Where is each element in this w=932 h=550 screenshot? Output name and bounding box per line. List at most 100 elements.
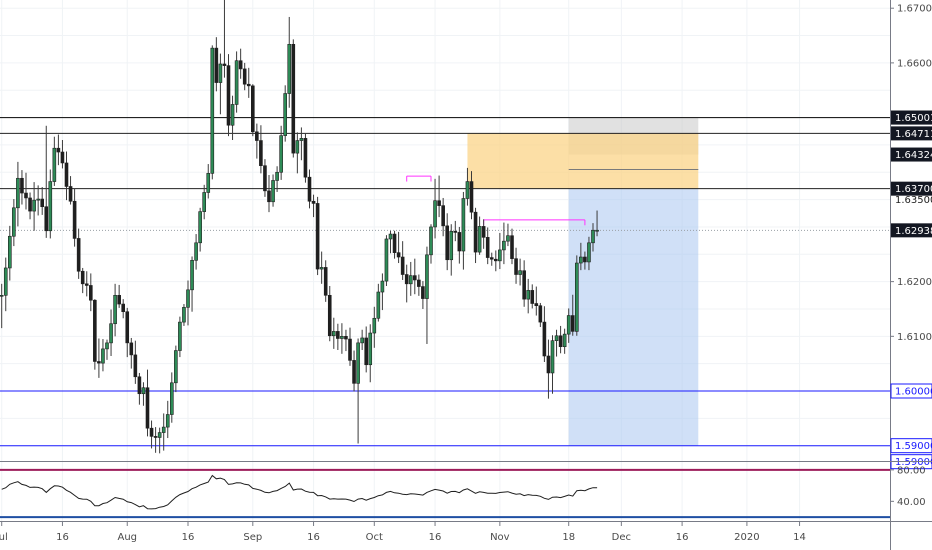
time-axis-label: Oct xyxy=(366,532,383,543)
candle-body xyxy=(238,60,243,70)
price-label: 1.60000 xyxy=(895,387,932,398)
candle-body xyxy=(433,200,437,228)
candle-body xyxy=(259,140,263,166)
candle-body xyxy=(303,138,308,178)
candle-body xyxy=(267,190,271,203)
candle-body xyxy=(287,43,292,94)
candle-body xyxy=(441,205,445,227)
candle-body xyxy=(384,238,389,282)
candle-body xyxy=(340,336,344,339)
candle-body xyxy=(417,279,421,287)
candle-body xyxy=(89,285,93,301)
candle-body xyxy=(56,147,61,153)
candle-body xyxy=(133,354,138,378)
candle-body xyxy=(327,295,332,337)
candle-body xyxy=(344,336,348,340)
candle-body xyxy=(242,68,247,85)
oscillator-axis-label: 40.00 xyxy=(897,497,926,508)
candle-body xyxy=(429,226,433,256)
candle-body xyxy=(12,207,16,237)
price-axis-label: 1.62000 xyxy=(897,277,932,288)
candle-body xyxy=(404,274,409,285)
candle-body xyxy=(210,47,215,174)
candle-body xyxy=(526,290,531,300)
candle-body xyxy=(595,229,599,232)
candle-body xyxy=(275,171,279,181)
candle-body xyxy=(137,376,142,395)
candle-body xyxy=(20,177,24,194)
candle-body xyxy=(437,200,441,206)
candle-body xyxy=(550,340,555,374)
candle-body xyxy=(105,342,109,350)
candle-body xyxy=(502,240,506,251)
candle-body xyxy=(291,43,296,154)
candle-body xyxy=(190,260,194,291)
candle-body xyxy=(32,199,36,212)
price-label: 1.64324 xyxy=(895,150,932,161)
oscillator-line xyxy=(1,474,598,510)
candle-body xyxy=(364,337,369,366)
candle-body xyxy=(392,233,397,253)
oscillator-axis-label: 80.00 xyxy=(897,465,926,476)
time-axis-label: 18 xyxy=(562,532,575,543)
candle-body xyxy=(28,197,32,212)
candle-body xyxy=(352,360,356,384)
candle-body xyxy=(149,427,154,437)
price-label-box xyxy=(891,223,932,238)
position-target-zone[interactable] xyxy=(568,188,699,446)
position-zone-zone[interactable] xyxy=(467,133,699,189)
time-axis-label: 16 xyxy=(56,532,69,543)
candle-body xyxy=(299,138,304,141)
candle-body xyxy=(465,181,470,199)
candle-body xyxy=(579,256,583,264)
candle-body xyxy=(218,63,223,83)
candle-body xyxy=(425,254,429,299)
candle-body xyxy=(331,331,336,337)
candle-body xyxy=(421,286,425,299)
candle-body xyxy=(226,65,231,126)
candle-body xyxy=(222,63,227,66)
candle-body xyxy=(145,387,150,429)
price-label: 1.63700 xyxy=(895,184,932,195)
candle-body xyxy=(125,311,130,344)
time-axis-label: 16 xyxy=(429,532,442,543)
time-axis-label: Nov xyxy=(490,532,510,543)
candle-body xyxy=(396,252,401,258)
candle-body xyxy=(587,242,591,263)
candle-body xyxy=(570,315,575,332)
candle-body xyxy=(279,135,283,173)
candle-body xyxy=(230,104,235,126)
candle-body xyxy=(457,232,462,252)
candle-body xyxy=(174,350,178,384)
candle-body xyxy=(566,315,571,335)
candle-body xyxy=(574,262,579,332)
candle-body xyxy=(489,257,494,260)
candle-body xyxy=(445,225,450,261)
time-axis-label: Aug xyxy=(117,532,137,543)
candle-body xyxy=(157,432,162,438)
candle-body xyxy=(129,342,134,356)
candle-body xyxy=(68,186,73,202)
candle-body xyxy=(295,140,300,154)
price-label: 1.63500 xyxy=(895,195,932,206)
candle-body xyxy=(400,256,405,275)
candle-body xyxy=(583,256,587,263)
candle-body xyxy=(408,275,413,285)
candle-body xyxy=(510,235,514,259)
candle-body xyxy=(246,83,251,87)
candle-body xyxy=(388,233,393,240)
candle-body xyxy=(182,307,186,323)
candle-body xyxy=(80,270,85,285)
candle-body xyxy=(165,414,170,428)
candle-body xyxy=(202,192,206,212)
candle-body xyxy=(48,181,53,232)
candle-body xyxy=(562,333,567,348)
candle-body xyxy=(93,299,97,362)
candle-body xyxy=(360,337,364,344)
candle-body xyxy=(481,226,486,238)
candle-body xyxy=(214,47,219,83)
candle-body xyxy=(498,249,502,262)
